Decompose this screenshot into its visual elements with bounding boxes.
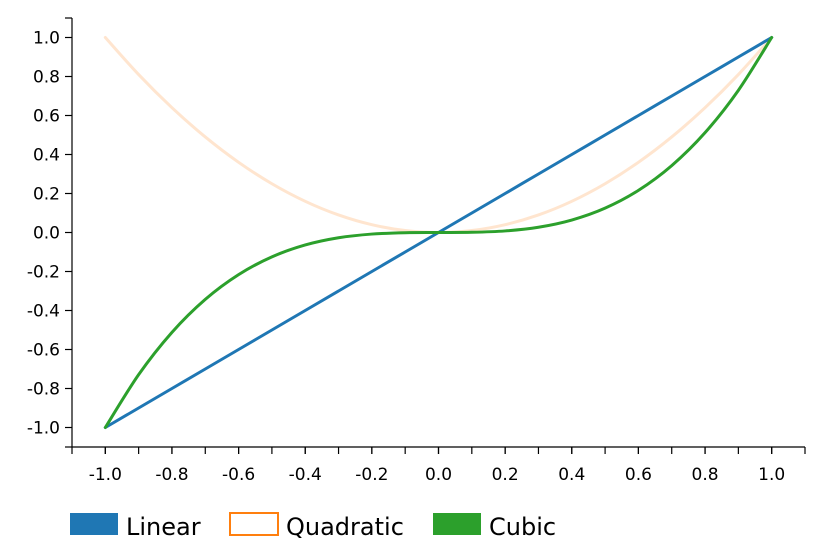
x-tick-label: -0.4 [289,465,322,485]
x-tick-label: 0.4 [558,465,585,485]
legend-label-quadratic: Quadratic [286,513,404,541]
y-tick-label: -1.0 [27,419,60,439]
legend-label-linear: Linear [126,513,201,541]
x-tick-label: -1.0 [89,465,122,485]
series-line-cubic [103,36,774,429]
y-tick-label: -0.8 [27,380,60,400]
y-tick-label: -0.4 [27,302,60,322]
x-tick-label: -0.8 [155,465,188,485]
y-tick-label: 0.0 [33,224,60,244]
legend-label-cubic: Cubic [489,513,556,541]
legend: Linear Quadratic Cubic [70,512,556,541]
x-tick-label: 0.6 [625,465,652,485]
x-tick-label: -0.2 [355,465,388,485]
x-tick-label: 0.0 [425,465,452,485]
axes: 1.0 0.8 0.6 0.4 0.2 0.0 -0.2 -0.4 -0.6 -0.8 -1.0 -1… [27,17,806,485]
y-tick-label: 1.0 [33,29,60,49]
legend-swatch-linear [70,513,118,535]
y-tick-label: -0.2 [27,263,60,283]
x-tick-label: 1.0 [758,465,785,485]
y-tick-label: -0.6 [27,341,60,361]
y-tick-label: 0.6 [33,107,60,127]
y-tick-label: 0.2 [33,185,60,205]
y-tick-label: 0.8 [33,68,60,88]
x-tick-label: 0.2 [492,465,519,485]
legend-swatch-cubic [433,513,481,535]
x-tick-label: 0.8 [692,465,719,485]
series-line-quadratic [103,36,774,234]
legend-swatch-quadratic [229,512,279,536]
series-lines [103,36,774,429]
x-tick-label: -0.6 [222,465,255,485]
y-tick-label: 0.4 [33,146,60,166]
